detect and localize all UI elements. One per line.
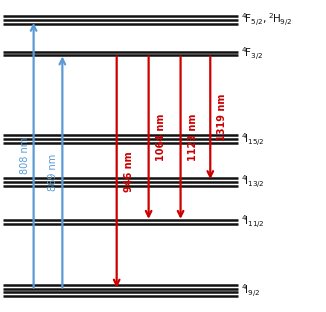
Text: $^4\!$I$_{13/2}$: $^4\!$I$_{13/2}$ <box>241 173 265 190</box>
Text: 808 nm: 808 nm <box>20 137 30 174</box>
Text: $^4\!$F$_{5/2}$, $^2\!$H$_{9/2}$: $^4\!$F$_{5/2}$, $^2\!$H$_{9/2}$ <box>241 12 293 28</box>
Text: $^4\!$I$_{11/2}$: $^4\!$I$_{11/2}$ <box>241 213 265 230</box>
Text: 869 nm: 869 nm <box>49 154 58 191</box>
Text: 1064 nm: 1064 nm <box>156 114 166 161</box>
Text: 1319 nm: 1319 nm <box>217 94 227 141</box>
Text: $^4\!$F$_{3/2}$: $^4\!$F$_{3/2}$ <box>241 45 263 62</box>
Text: 946 nm: 946 nm <box>124 152 134 193</box>
Text: $^4\!$I$_{9/2}$: $^4\!$I$_{9/2}$ <box>241 282 260 299</box>
Text: $^4\!$I$_{15/2}$: $^4\!$I$_{15/2}$ <box>241 131 265 148</box>
Text: 1123 nm: 1123 nm <box>187 114 198 161</box>
